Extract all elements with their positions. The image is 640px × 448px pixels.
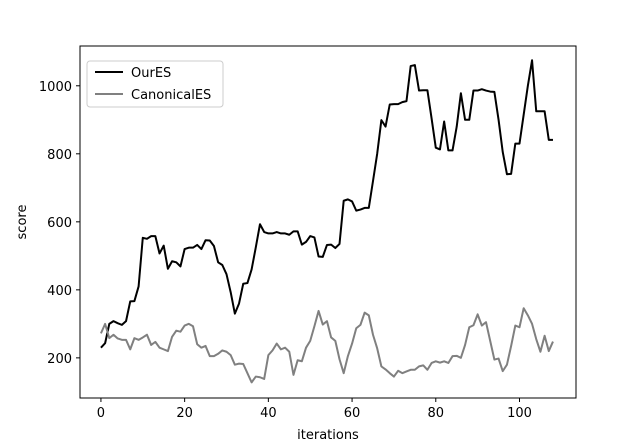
y-tick-label: 800 <box>47 148 72 163</box>
legend: OurES CanonicalES <box>86 60 224 108</box>
series-line-canonicales <box>100 307 554 384</box>
y-tick-label: 600 <box>47 216 72 231</box>
y-tick-label: 1000 <box>39 80 72 95</box>
x-tick-label: 20 <box>176 406 193 421</box>
y-tick-label: 400 <box>47 284 72 299</box>
series-layer <box>100 59 554 384</box>
y-tick-label: 200 <box>47 352 72 367</box>
x-axis-label: iterations <box>297 428 359 443</box>
series-line-oures <box>100 59 553 349</box>
x-tick-label: 80 <box>428 406 445 421</box>
y-axis-label: score <box>15 205 30 240</box>
x-tick-label: 60 <box>344 406 361 421</box>
x-axis-ticks: 0 20 40 60 80 100 <box>97 398 532 421</box>
y-axis-ticks: 200 400 600 800 1000 <box>39 80 80 367</box>
legend-label-canonicales: CanonicalES <box>131 88 211 103</box>
x-tick-label: 100 <box>507 406 532 421</box>
x-tick-label: 0 <box>97 406 105 421</box>
legend-label-oures: OurES <box>131 66 171 81</box>
x-tick-label: 40 <box>260 406 277 421</box>
